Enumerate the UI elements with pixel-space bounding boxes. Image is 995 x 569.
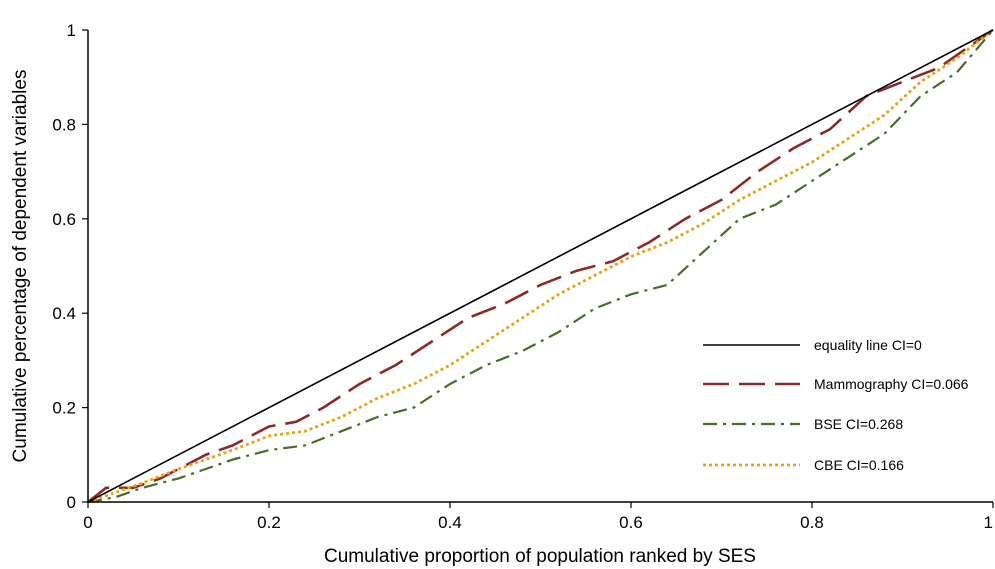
x-axis-label: Cumulative proportion of population rank… <box>324 546 756 567</box>
y-tick-label: 0.6 <box>52 210 76 229</box>
x-tick-label: 0 <box>83 513 92 532</box>
x-tick-label: 0.6 <box>619 513 643 532</box>
y-tick-label: 0.8 <box>52 115 76 134</box>
x-tick-label: 0.2 <box>257 513 281 532</box>
y-tick-label: 1 <box>67 21 76 40</box>
series-line-0 <box>87 29 994 503</box>
legend-label: equality line CI=0 <box>814 337 922 353</box>
y-ticks: 0 0.2 0.4 0.6 0.8 1 <box>52 21 88 512</box>
x-ticks: 0 0.2 0.4 0.6 0.8 1 <box>83 502 994 532</box>
series-line-2 <box>87 29 994 504</box>
axes <box>87 30 993 503</box>
series-line-1 <box>87 28 994 504</box>
x-tick-label: 0.4 <box>438 513 462 532</box>
x-tick-label: 0.8 <box>800 513 824 532</box>
y-tick-label: 0 <box>67 493 76 512</box>
legend-label: BSE CI=0.268 <box>814 416 903 432</box>
x-tick-label: 1 <box>984 513 993 532</box>
legend-label: CBE CI=0.166 <box>814 457 904 473</box>
legend: equality line CI=0 Mammography CI=0.066 BS… <box>703 337 969 473</box>
legend-label: Mammography CI=0.066 <box>814 376 969 392</box>
y-tick-label: 0.2 <box>52 399 76 418</box>
plot-area <box>87 28 994 504</box>
y-tick-label: 0.4 <box>52 304 76 323</box>
y-axis-label: Cumulative percentage of dependent varia… <box>10 70 31 463</box>
series-line-3 <box>87 28 994 504</box>
